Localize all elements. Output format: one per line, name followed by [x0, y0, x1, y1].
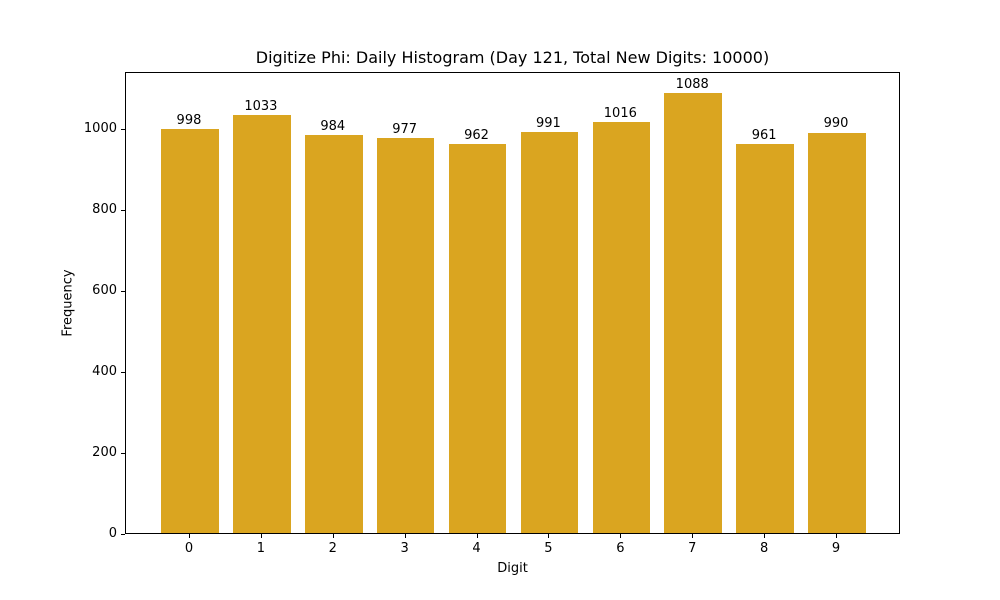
bar-digit-8: [736, 144, 794, 533]
y-tick-label: 0: [108, 526, 117, 541]
x-tick-mark: [476, 534, 478, 538]
y-axis-label: Frequency: [60, 269, 76, 337]
bar-value-label: 961: [751, 128, 777, 144]
plot-area: [125, 72, 900, 534]
bar-digit-5: [520, 132, 579, 533]
x-tick-label: 1: [256, 541, 266, 556]
x-tick-label: 0: [184, 541, 194, 556]
bar-value-label: 977: [392, 121, 418, 137]
y-tick-label: 400: [92, 364, 117, 380]
x-tick-mark: [836, 534, 838, 538]
bar-digit-1: [233, 115, 291, 533]
x-tick-mark: [764, 534, 766, 538]
bar-value-label: 984: [320, 118, 346, 134]
x-tick-label: 2: [328, 541, 337, 556]
y-tick-label: 1000: [83, 121, 117, 137]
x-tick-mark: [692, 534, 694, 538]
bar-digit-4: [448, 143, 507, 533]
bar-value-label: 991: [536, 116, 561, 132]
y-tick-label: 600: [92, 283, 117, 299]
x-tick-label: 8: [759, 541, 769, 556]
x-tick-mark: [548, 534, 550, 538]
x-tick-label: 5: [544, 541, 553, 556]
bar-digit-3: [376, 137, 435, 533]
x-axis-label: Digit: [497, 561, 528, 576]
y-tick-label: 800: [92, 202, 117, 218]
y-tick-mark: [121, 291, 125, 293]
bar-digit-7: [664, 92, 722, 533]
bar-value-label: 962: [464, 127, 489, 143]
x-tick-mark: [188, 534, 190, 538]
x-tick-mark: [404, 534, 406, 538]
x-tick-label: 9: [831, 541, 841, 556]
bar-value-label: 1016: [603, 105, 637, 121]
chart-title: Digitize Phi: Daily Histogram (Day 121, …: [255, 48, 770, 67]
bar-digit-6: [592, 121, 651, 533]
x-tick-label: 3: [400, 541, 409, 556]
y-tick-mark: [121, 372, 125, 374]
bar-value-label: 1088: [675, 76, 709, 92]
y-tick-mark: [121, 210, 125, 212]
x-tick-label: 7: [688, 541, 697, 556]
bar-value-label: 1033: [244, 99, 278, 115]
y-tick-mark: [121, 453, 125, 455]
y-tick-label: 200: [92, 445, 117, 461]
x-tick-mark: [620, 534, 622, 538]
bar-value-label: 998: [176, 113, 202, 129]
y-tick-mark: [121, 534, 125, 535]
y-tick-mark: [121, 129, 125, 131]
bar-value-label: 990: [823, 116, 849, 132]
bar-digit-0: [161, 129, 219, 533]
x-tick-label: 6: [616, 541, 625, 556]
x-tick-mark: [260, 534, 262, 538]
bar-digit-9: [808, 132, 866, 533]
bar-digit-2: [305, 134, 363, 533]
x-tick-mark: [332, 534, 334, 538]
x-tick-label: 4: [472, 541, 481, 556]
